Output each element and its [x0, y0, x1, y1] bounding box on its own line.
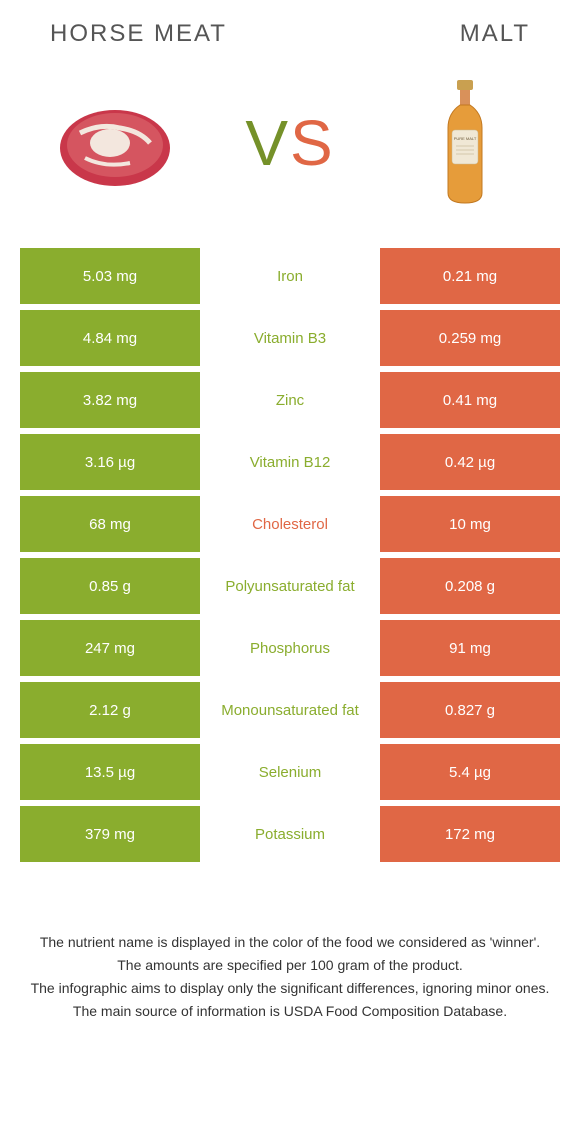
meat-icon: [50, 88, 180, 198]
footer-text: The nutrient name is displayed in the co…: [20, 932, 560, 1022]
left-value: 4.84 mg: [20, 310, 200, 366]
table-row: 5.03 mgIron0.21 mg: [20, 248, 560, 304]
nutrient-label: Iron: [200, 248, 380, 304]
left-value: 68 mg: [20, 496, 200, 552]
right-value: 5.4 µg: [380, 744, 560, 800]
comparison-table: 5.03 mgIron0.21 mg 4.84 mgVitamin B30.259…: [20, 248, 560, 862]
vs-s: S: [290, 107, 335, 179]
right-value: 91 mg: [380, 620, 560, 676]
left-value: 5.03 mg: [20, 248, 200, 304]
right-value: 0.41 mg: [380, 372, 560, 428]
footer-line-2: The amounts are specified per 100 gram o…: [30, 955, 550, 976]
table-row: 2.12 gMonounsaturated fat0.827 g: [20, 682, 560, 738]
image-row: VS PURE MALT: [20, 68, 560, 248]
right-value: 0.42 µg: [380, 434, 560, 490]
nutrient-label: Vitamin B12: [200, 434, 380, 490]
nutrient-label: Vitamin B3: [200, 310, 380, 366]
nutrient-label: Selenium: [200, 744, 380, 800]
nutrient-label: Polyunsaturated fat: [200, 558, 380, 614]
right-value: 10 mg: [380, 496, 560, 552]
vs-v: V: [245, 107, 290, 179]
right-value: 0.208 g: [380, 558, 560, 614]
right-food-title: Malt: [460, 20, 530, 48]
nutrient-label: Monounsaturated fat: [200, 682, 380, 738]
header-row: Horse meat Malt: [20, 20, 560, 68]
right-value: 0.827 g: [380, 682, 560, 738]
table-row: 3.16 µgVitamin B120.42 µg: [20, 434, 560, 490]
left-value: 247 mg: [20, 620, 200, 676]
left-food-title: Horse meat: [50, 20, 227, 48]
nutrient-label: Cholesterol: [200, 496, 380, 552]
footer-line-1: The nutrient name is displayed in the co…: [30, 932, 550, 953]
table-row: 68 mgCholesterol10 mg: [20, 496, 560, 552]
left-value: 2.12 g: [20, 682, 200, 738]
footer-line-3: The infographic aims to display only the…: [30, 978, 550, 999]
bottle-icon: PURE MALT: [400, 88, 530, 198]
vs-label: VS: [245, 106, 334, 180]
nutrient-label: Phosphorus: [200, 620, 380, 676]
table-row: 13.5 µgSelenium5.4 µg: [20, 744, 560, 800]
right-value: 0.259 mg: [380, 310, 560, 366]
right-value: 172 mg: [380, 806, 560, 862]
left-value: 0.85 g: [20, 558, 200, 614]
table-row: 4.84 mgVitamin B30.259 mg: [20, 310, 560, 366]
table-row: 379 mgPotassium172 mg: [20, 806, 560, 862]
svg-text:PURE MALT: PURE MALT: [454, 136, 477, 141]
footer-line-4: The main source of information is USDA F…: [30, 1001, 550, 1022]
right-value: 0.21 mg: [380, 248, 560, 304]
table-row: 247 mgPhosphorus91 mg: [20, 620, 560, 676]
table-row: 0.85 gPolyunsaturated fat0.208 g: [20, 558, 560, 614]
table-row: 3.82 mgZinc0.41 mg: [20, 372, 560, 428]
left-value: 3.16 µg: [20, 434, 200, 490]
nutrient-label: Zinc: [200, 372, 380, 428]
left-value: 13.5 µg: [20, 744, 200, 800]
nutrient-label: Potassium: [200, 806, 380, 862]
left-value: 379 mg: [20, 806, 200, 862]
left-value: 3.82 mg: [20, 372, 200, 428]
